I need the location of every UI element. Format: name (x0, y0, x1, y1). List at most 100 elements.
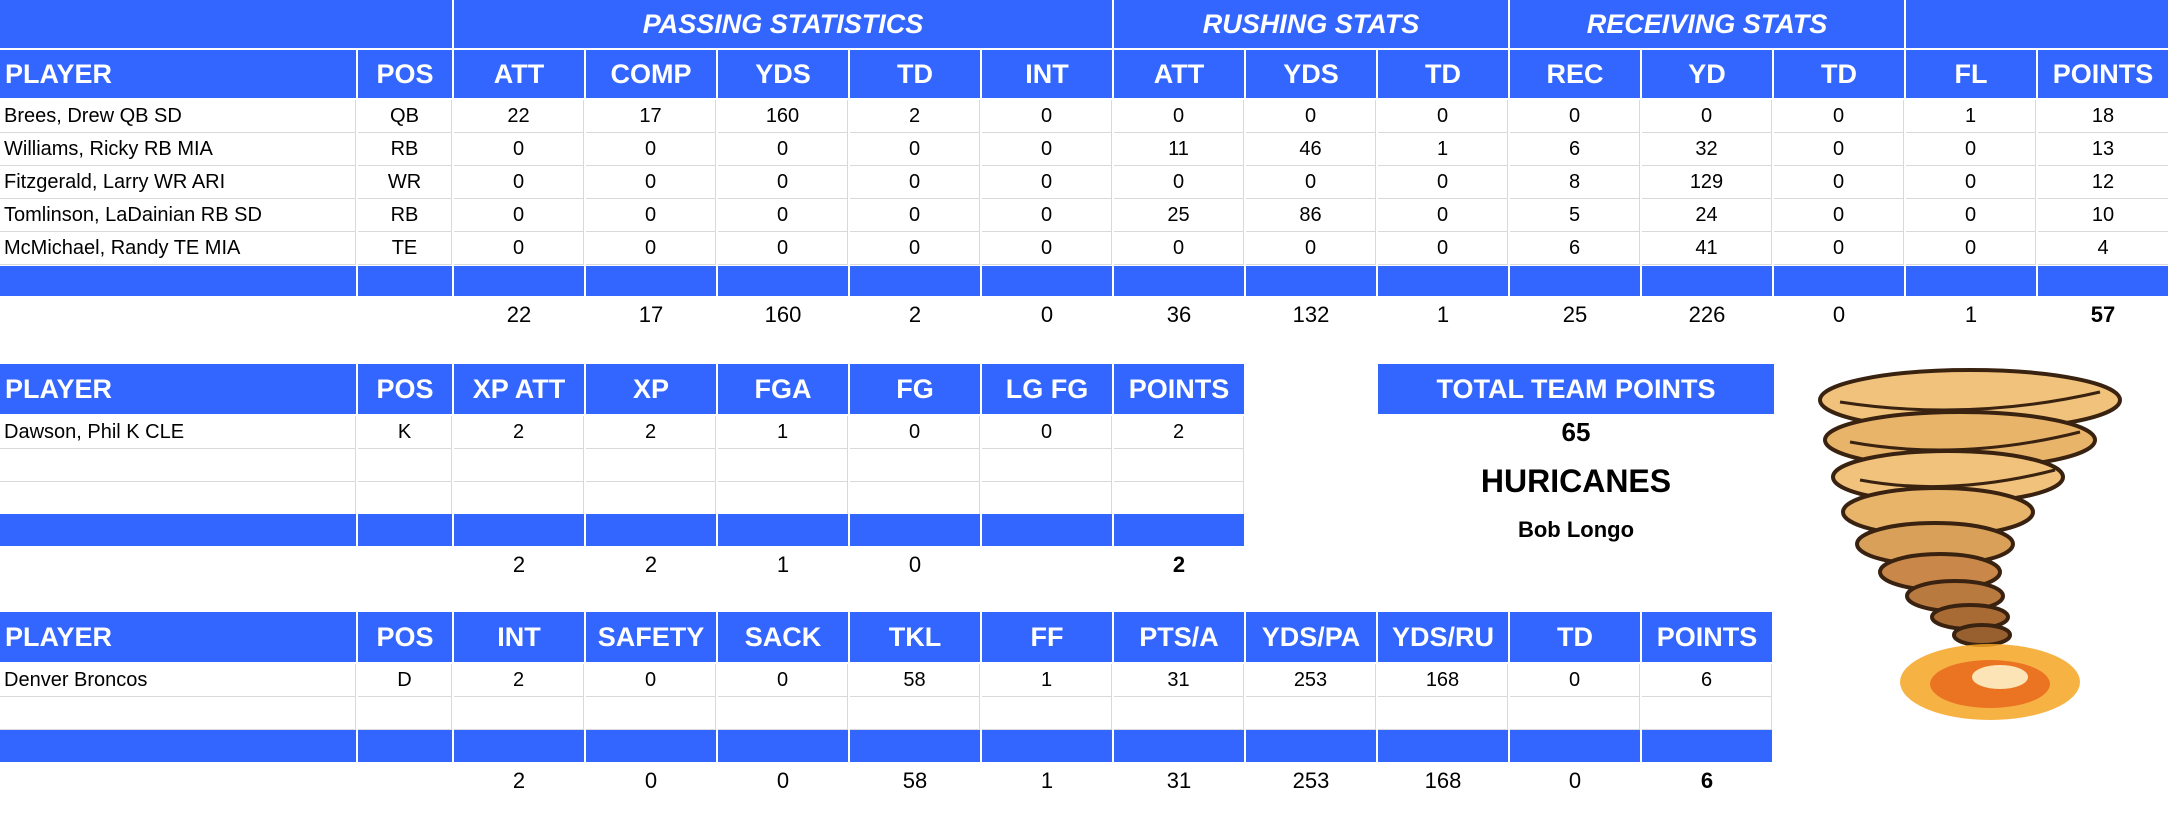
stat-cell: 13 (2038, 133, 2168, 166)
stat-cell: 8 (1510, 166, 1640, 199)
stat-cell: 0 (718, 166, 848, 199)
defense-column-header: YDS/PA (1246, 612, 1376, 662)
total-cell: 57 (2090, 302, 2116, 327)
defense-column-header: POS (358, 612, 452, 662)
separator-bar (850, 266, 980, 296)
defense-stat-cell (1246, 697, 1376, 730)
total-cell: 0 (1832, 302, 1846, 327)
stat-cell: 0 (982, 166, 1112, 199)
defense-stat-cell: 0 (718, 664, 848, 697)
stat-cell: 0 (1906, 199, 2036, 232)
stat-cell: 0 (1246, 166, 1376, 199)
kicker-stat-cell: 2 (586, 416, 716, 449)
kicker-stat-cell: K (358, 416, 452, 449)
separator-bar (1246, 266, 1376, 296)
stat-cell: 46 (1246, 133, 1376, 166)
column-header: TD (1774, 50, 1904, 98)
kicker-stat-cell (718, 482, 848, 515)
stat-cell: 0 (586, 166, 716, 199)
kicker-stat-cell (982, 482, 1112, 515)
kicker-stat-cell: 2 (454, 416, 584, 449)
kicker-stat-cell (850, 482, 980, 515)
stat-cell: 0 (1378, 166, 1508, 199)
player-name: Williams, Ricky RB MIA (0, 133, 356, 166)
stat-cell: 0 (982, 232, 1112, 265)
kicker-stat-cell (982, 449, 1112, 482)
defense-stat-cell: 0 (1510, 664, 1640, 697)
kicker-stat-cell (454, 482, 584, 515)
stat-cell: 0 (850, 232, 980, 265)
stat-cell: 129 (1642, 166, 1772, 199)
stat-cell: WR (358, 166, 452, 199)
kicker-stat-cell (718, 449, 848, 482)
column-header: ATT (454, 50, 584, 98)
defense-team-name: Denver Broncos (0, 664, 356, 697)
total-cell: 0 (1040, 302, 1054, 327)
stat-cell: 0 (718, 232, 848, 265)
defense-column-header: SAFETY (586, 612, 716, 662)
kicker-column-header: XP ATT (454, 364, 584, 414)
defense-column-header: INT (454, 612, 584, 662)
total-cell: 2 (908, 302, 922, 327)
separator-bar (1510, 266, 1640, 296)
column-header: POS (358, 50, 452, 98)
stat-cell: 0 (1510, 100, 1640, 133)
column-header: REC (1510, 50, 1640, 98)
defense-column-header: PTS/A (1114, 612, 1244, 662)
separator-bar (358, 514, 452, 546)
stat-cell: 0 (850, 166, 980, 199)
separator-bar (0, 730, 356, 762)
defense-stat-cell (850, 697, 980, 730)
separator-bar (2038, 266, 2168, 296)
defense-stat-cell: 6 (1642, 664, 1772, 697)
stat-cell: 1 (1378, 133, 1508, 166)
stat-cell: 0 (718, 133, 848, 166)
stat-cell: RB (358, 199, 452, 232)
separator-bar (454, 266, 584, 296)
defense-stat-cell: D (358, 664, 452, 697)
defense-total-cell: 0 (644, 768, 658, 793)
defense-stat-cell (1378, 697, 1508, 730)
defense-stat-cell (1642, 697, 1772, 730)
stat-cell: 0 (1774, 232, 1904, 265)
column-header: TD (1378, 50, 1508, 98)
total-cell (0, 298, 356, 332)
separator-bar (1510, 730, 1640, 762)
stat-cell: 0 (1906, 166, 2036, 199)
separator-bar (850, 514, 980, 546)
defense-total-cell (0, 764, 356, 798)
defense-team-name (0, 697, 356, 730)
separator-bar (0, 514, 356, 546)
kicker-column-header: PLAYER (0, 364, 356, 414)
column-header: POINTS (2038, 50, 2168, 98)
kicker-stat-cell (454, 449, 584, 482)
stat-cell: 1 (1906, 100, 2036, 133)
separator-bar (586, 514, 716, 546)
defense-stat-cell: 58 (850, 664, 980, 697)
separator-bar (1246, 730, 1376, 762)
stat-cell: 0 (454, 133, 584, 166)
defense-total-cell: 0 (1568, 768, 1582, 793)
defense-column-header: TD (1510, 612, 1640, 662)
kicker-column-header: LG FG (982, 364, 1112, 414)
column-header: TD (850, 50, 980, 98)
kicker-total-cell: 2 (1172, 552, 1186, 577)
group-header: PASSING STATISTICS (454, 0, 1112, 48)
separator-bar (1114, 266, 1244, 296)
stat-cell: 0 (850, 199, 980, 232)
defense-stat-cell: 253 (1246, 664, 1376, 697)
group-header: RECEIVING STATS (1510, 0, 1904, 48)
total-cell: 226 (1688, 302, 1726, 327)
defense-total-cell (358, 764, 452, 798)
separator-bar (718, 266, 848, 296)
defense-stat-cell (1114, 697, 1244, 730)
kicker-player-name: Dawson, Phil K CLE (0, 416, 356, 449)
stat-cell: 0 (1642, 100, 1772, 133)
separator-bar (454, 730, 584, 762)
stat-cell: 4 (2038, 232, 2168, 265)
stat-cell: 86 (1246, 199, 1376, 232)
stat-cell: RB (358, 133, 452, 166)
separator-bar (1642, 266, 1772, 296)
defense-stat-cell: 168 (1378, 664, 1508, 697)
player-name: Tomlinson, LaDainian RB SD (0, 199, 356, 232)
